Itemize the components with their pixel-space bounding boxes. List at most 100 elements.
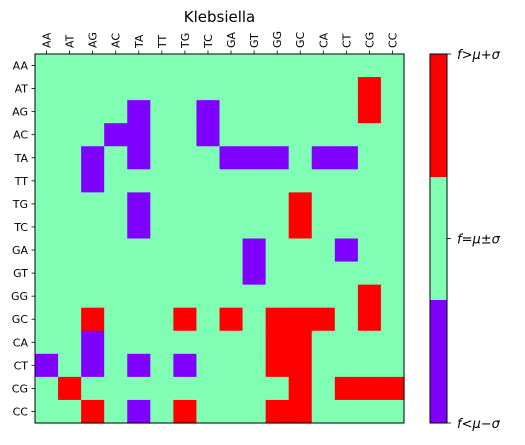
column-tick-label: AT: [64, 34, 77, 48]
heatmap-cell: [196, 308, 220, 332]
heatmap-cell: [58, 308, 82, 332]
row-tick-label: AT: [15, 83, 29, 96]
heatmap-cell: [81, 215, 105, 239]
heatmap-cell: [381, 400, 405, 424]
heatmap-cell: [104, 377, 128, 401]
heatmap-cell: [289, 331, 313, 355]
heatmap-cell: [335, 377, 359, 401]
heatmap-cell: [35, 285, 59, 309]
heatmap-cell: [358, 262, 382, 286]
heatmap-cell: [127, 285, 151, 309]
heatmap-cell: [196, 123, 220, 147]
heatmap-cell: [358, 123, 382, 147]
colorbar-tick-label: f>μ+σ: [457, 48, 501, 63]
column-tick-label: CA: [317, 32, 330, 48]
heatmap-cell: [81, 123, 105, 147]
column-tick-label: CG: [363, 32, 376, 48]
heatmap-cell: [196, 262, 220, 286]
heatmap-cell: [104, 308, 128, 332]
heatmap-cell: [312, 215, 336, 239]
heatmap-cell: [150, 100, 174, 124]
row-tick-label: GC: [12, 313, 29, 326]
heatmap-cell: [35, 169, 59, 193]
heatmap-cell: [289, 400, 313, 424]
heatmap-cell: [35, 100, 59, 124]
column-tick-label: AA: [41, 32, 54, 48]
heatmap-cell: [335, 100, 359, 124]
colorbar-segment: [430, 300, 447, 424]
row-tick-label: TA: [14, 152, 29, 165]
heatmap-cell: [35, 123, 59, 147]
heatmap-cell: [289, 377, 313, 401]
heatmap-cell: [289, 285, 313, 309]
heatmap-cell: [266, 377, 290, 401]
heatmap-cell: [196, 54, 220, 78]
heatmap-cell: [335, 192, 359, 216]
heatmap-cell: [289, 146, 313, 170]
heatmap-cell: [381, 262, 405, 286]
heatmap-cell: [58, 354, 82, 378]
heatmap-cell: [289, 100, 313, 124]
heatmap-cell: [243, 169, 267, 193]
heatmap-cell: [104, 262, 128, 286]
heatmap-cell: [173, 215, 197, 239]
heatmap-cell: [127, 308, 151, 332]
heatmap-cell: [312, 77, 336, 101]
heatmap-cell: [104, 400, 128, 424]
heatmap-cell: [104, 169, 128, 193]
heatmap-cell: [381, 215, 405, 239]
row-tick-label: TC: [13, 221, 28, 234]
heatmap-cell: [81, 354, 105, 378]
heatmap-cell: [127, 331, 151, 355]
heatmap-cell: [81, 146, 105, 170]
heatmap-cell: [289, 354, 313, 378]
heatmap-cell: [81, 54, 105, 78]
heatmap-cell: [220, 169, 244, 193]
heatmap-cell: [58, 146, 82, 170]
heatmap-cell: [173, 77, 197, 101]
heatmap-cell: [358, 215, 382, 239]
heatmap-cell: [150, 54, 174, 78]
heatmap-cell: [35, 215, 59, 239]
column-tick-label: TC: [202, 34, 215, 49]
heatmap-cell: [196, 400, 220, 424]
heatmap-cell: [381, 192, 405, 216]
heatmap-cell: [266, 54, 290, 78]
heatmap-cell: [58, 123, 82, 147]
heatmap-cell: [266, 169, 290, 193]
heatmap-cell: [312, 262, 336, 286]
heatmap-cell: [312, 169, 336, 193]
heatmap-cell: [220, 215, 244, 239]
heatmap-cell: [220, 262, 244, 286]
heatmap-cell: [81, 239, 105, 263]
heatmap-cell: [312, 377, 336, 401]
heatmap-cell: [335, 54, 359, 78]
heatmap-cell: [312, 354, 336, 378]
heatmap-cell: [289, 215, 313, 239]
heatmap-cell: [243, 377, 267, 401]
heatmap-cell: [358, 400, 382, 424]
heatmap-cell: [150, 354, 174, 378]
heatmap-cell: [58, 77, 82, 101]
heatmap-cell: [173, 239, 197, 263]
heatmap-cell: [58, 285, 82, 309]
heatmap-cell: [243, 215, 267, 239]
heatmap-cell: [150, 331, 174, 355]
heatmap-cell: [381, 308, 405, 332]
heatmap-cell: [266, 123, 290, 147]
heatmap-cell: [104, 100, 128, 124]
heatmap-cell: [335, 146, 359, 170]
heatmap-cell: [243, 262, 267, 286]
heatmap-cell: [196, 146, 220, 170]
heatmap-cell: [173, 354, 197, 378]
column-tick-label: AC: [110, 33, 123, 48]
heatmap-cell: [81, 308, 105, 332]
heatmap-cell: [196, 100, 220, 124]
heatmap-cell: [266, 192, 290, 216]
heatmap-cell: [312, 54, 336, 78]
heatmap-cell: [196, 192, 220, 216]
heatmap-cell: [173, 146, 197, 170]
heatmap-cell: [127, 239, 151, 263]
column-tick-label: GA: [225, 31, 238, 48]
heatmap-cell: [81, 285, 105, 309]
